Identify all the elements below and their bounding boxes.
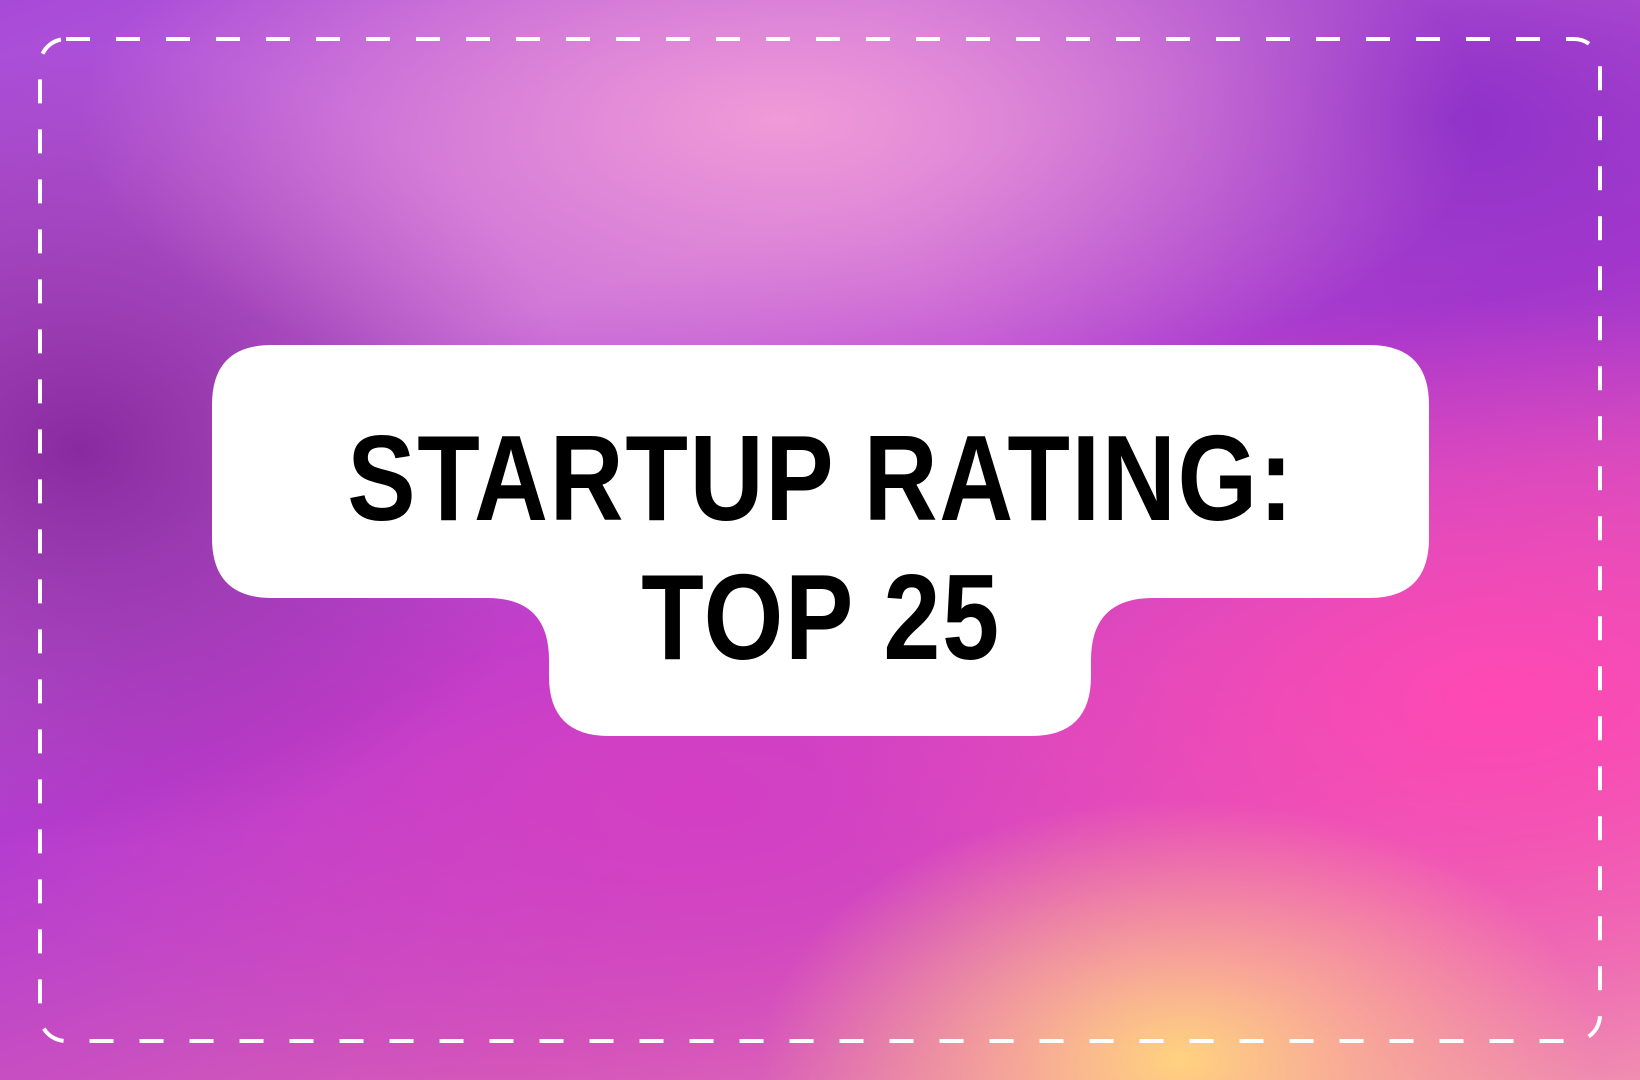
title-line-2: TOP 25 [212,556,1429,678]
title-line-1-text: STARTUP RATING: [346,410,1295,546]
title-line-2-text: TOP 25 [640,549,1001,685]
title-line-1: STARTUP RATING: [212,417,1429,539]
